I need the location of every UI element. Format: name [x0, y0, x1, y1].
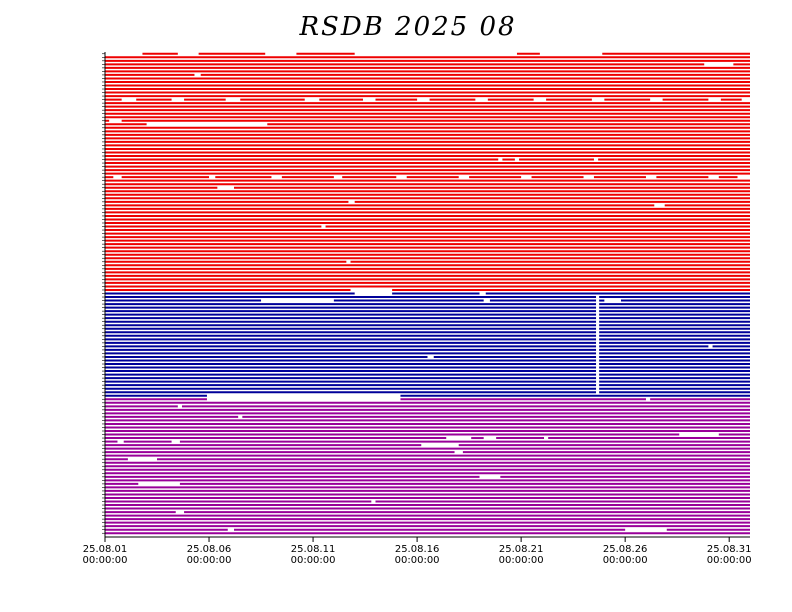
- chart-title: RSDB 2025 08: [298, 12, 516, 42]
- x-tick-time: 00:00:00: [603, 555, 648, 566]
- x-tick-label: 25.08.01: [83, 544, 128, 555]
- x-tick-time: 00:00:00: [83, 555, 128, 566]
- x-tick-time: 00:00:00: [395, 555, 440, 566]
- x-tick-time: 00:00:00: [499, 555, 544, 566]
- x-tick-label: 25.08.31: [707, 544, 752, 555]
- x-tick-label: 25.08.16: [395, 544, 440, 555]
- x-tick-label: 25.08.26: [603, 544, 648, 555]
- x-tick-time: 00:00:00: [187, 555, 232, 566]
- x-tick-time: 00:00:00: [707, 555, 752, 566]
- x-tick-time: 00:00:00: [291, 555, 336, 566]
- x-tick-label: 25.08.06: [187, 544, 232, 555]
- x-tick-label: 25.08.21: [499, 544, 544, 555]
- x-tick-label: 25.08.11: [291, 544, 336, 555]
